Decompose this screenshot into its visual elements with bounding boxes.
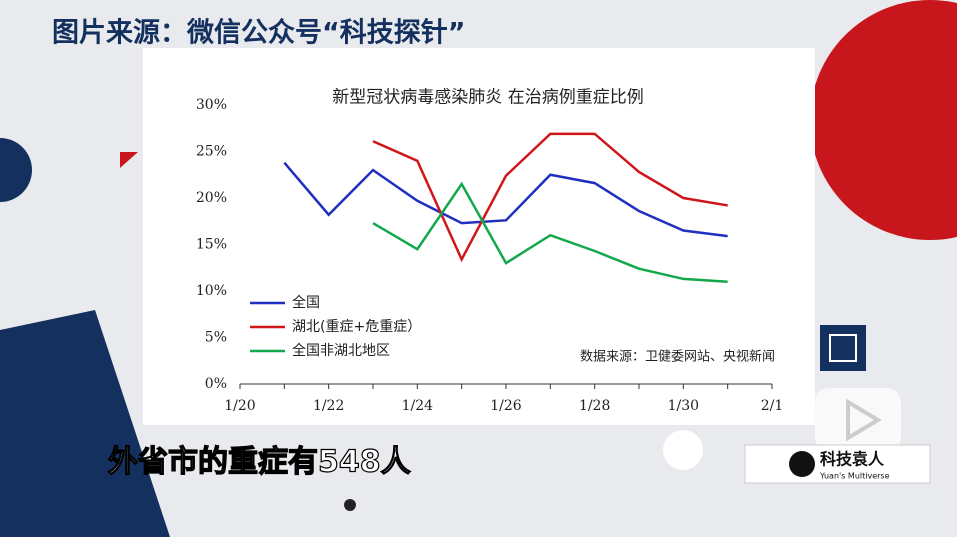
logo-box: [744, 444, 931, 484]
chart-annotation: 数据来源：卫健委网站、央视新闻: [580, 349, 775, 365]
legend-label: 全国非湖北地区: [292, 342, 390, 359]
caption: 外省市的重症有548人: [108, 445, 411, 480]
logo-name: 科技袁人: [820, 450, 885, 469]
play-icon[interactable]: [846, 398, 882, 442]
decor-square: [829, 334, 857, 362]
decor-shape: [0, 310, 170, 537]
series-line: [372, 132, 728, 263]
decor-square: [820, 325, 866, 371]
legend-label: 湖北(重症+危重症）: [292, 319, 421, 335]
play-button[interactable]: [815, 388, 901, 452]
x-tick-label: 1/22: [313, 398, 344, 414]
decor-circle: [0, 138, 32, 202]
legend-label: 全国: [292, 294, 320, 311]
decor-triangle: [120, 152, 138, 168]
decor-circle: [663, 430, 703, 470]
decor-circle: [810, 0, 957, 240]
series-line: [283, 161, 728, 238]
decor-dot: [344, 499, 356, 511]
play-button-bg[interactable]: [815, 388, 901, 452]
x-tick-label: 1/20: [224, 398, 255, 414]
chart-panel: [143, 48, 815, 425]
y-tick-label: 10%: [196, 283, 227, 299]
x-tick-label: 1/30: [668, 398, 699, 414]
chart-title: 新型冠状病毒感染肺炎 在治病例重症比例: [332, 88, 643, 108]
y-tick-label: 5%: [205, 330, 227, 346]
y-tick-label: 25%: [196, 144, 227, 160]
x-tick-label: 2/1: [761, 398, 784, 414]
logo-icon: [789, 451, 815, 477]
x-tick-label: 1/28: [579, 398, 610, 414]
logo-subtitle: Yuan's Multiverse: [819, 472, 890, 481]
y-tick-label: 0%: [205, 376, 227, 392]
y-tick-label: 20%: [196, 190, 227, 206]
y-tick-label: 30%: [196, 97, 227, 113]
y-tick-label: 15%: [196, 237, 227, 253]
header-title: 图片来源：微信公众号“科技探针”: [52, 18, 466, 49]
x-tick-label: 1/26: [490, 398, 522, 414]
x-tick-label: 1/24: [402, 398, 434, 414]
series-line: [372, 181, 728, 283]
